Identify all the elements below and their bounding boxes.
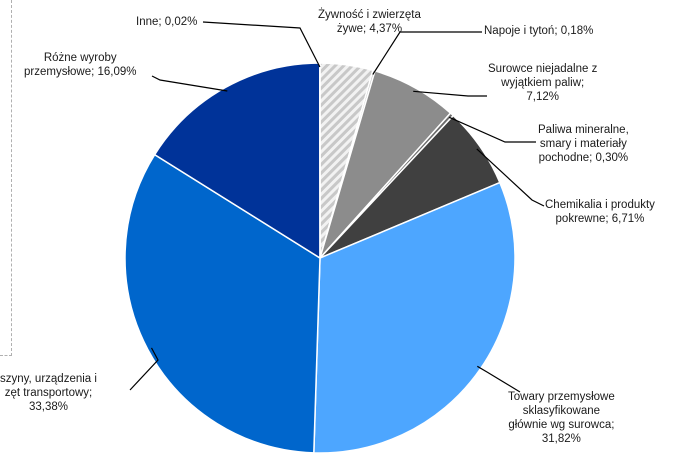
slice-machinery (124, 153, 321, 453)
slice-label-beverages: Napoje i tytoń; 0,18% (484, 25, 594, 37)
leader-line-raw-materials (413, 90, 487, 97)
leader-line-machinery (129, 347, 159, 391)
slice-misc-manufactured (153, 62, 321, 260)
pie-slices (124, 62, 516, 453)
leader-line-misc-manufactured (151, 75, 228, 92)
slice-label-raw-materials: Surowce niejadalne z wyjątkiem paliw; 7,… (488, 63, 598, 103)
leader-line-beverages (372, 31, 482, 75)
leader-line-manufactured-goods (476, 365, 521, 393)
slice-label-other: Inne; 0,02% (136, 16, 198, 28)
leader-line-chemicals (476, 148, 545, 207)
slice-label-food: Żywność i zwierzęta żywe; 4,37% (318, 9, 421, 35)
slice-label-manufactured-goods: Towary przemysłowe sklasyfikowane główni… (508, 391, 615, 445)
slice-label-machinery: szyny, urządzenia i zęt transportowy; 33… (0, 373, 97, 413)
leader-line-other (202, 21, 321, 68)
frame-edge (0, 0, 12, 356)
leader-lines (129, 21, 545, 393)
slice-label-chemicals: Chemikalia i produkty pokrewne; 6,71% (545, 199, 655, 225)
leader-line-mineral-fuels (448, 116, 536, 143)
slice-label-misc-manufactured: Różne wyroby przemysłowe; 16,09% (24, 52, 137, 78)
slice-label-mineral-fuels: Paliwa mineralne, smary i materiały poch… (538, 124, 629, 164)
